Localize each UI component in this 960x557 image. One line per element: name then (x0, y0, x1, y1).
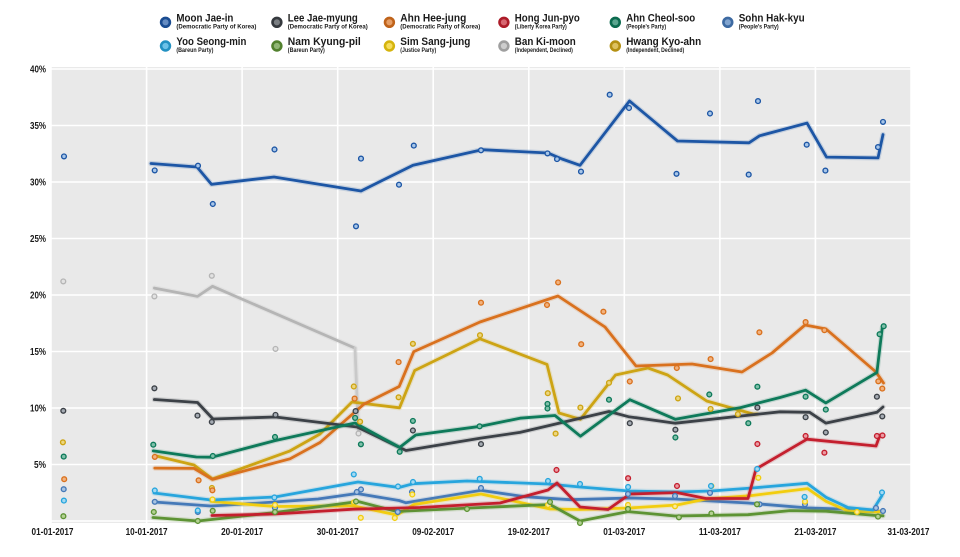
svg-text:15%: 15% (30, 347, 46, 358)
svg-text:35%: 35% (30, 121, 46, 132)
svg-text:31-03-2017: 31-03-2017 (888, 526, 930, 538)
svg-text:Moon Jae-in: Moon Jae-in (176, 13, 233, 25)
svg-text:19-02-2017: 19-02-2017 (508, 526, 550, 538)
svg-text:Yoo Seong-min: Yoo Seong-min (176, 36, 246, 48)
svg-text:(Democratic Party of Korea): (Democratic Party of Korea) (400, 24, 480, 31)
svg-text:(Bareun Party): (Bareun Party) (176, 47, 213, 54)
svg-text:Sohn Hak-kyu: Sohn Hak-kyu (739, 13, 805, 25)
svg-text:(Independent, Declined): (Independent, Declined) (515, 47, 573, 54)
svg-text:Ahn Hee-jung: Ahn Hee-jung (400, 13, 466, 25)
svg-text:10-01-2017: 10-01-2017 (126, 526, 168, 538)
svg-text:30-01-2017: 30-01-2017 (317, 526, 359, 538)
svg-text:Lee Jae-myung: Lee Jae-myung (288, 13, 358, 25)
svg-text:(People’s Party): (People’s Party) (626, 24, 666, 31)
svg-text:Nam Kyung-pil: Nam Kyung-pil (288, 36, 361, 48)
svg-text:(Liberty Korea Party): (Liberty Korea Party) (515, 24, 567, 31)
svg-text:01-03-2017: 01-03-2017 (603, 526, 645, 538)
svg-text:(People’s Party): (People’s Party) (739, 24, 779, 31)
svg-text:01-01-2017: 01-01-2017 (32, 526, 74, 538)
svg-text:(Democratic Party of Korea): (Democratic Party of Korea) (176, 24, 256, 31)
svg-text:Hong Jun-pyo: Hong Jun-pyo (515, 13, 580, 25)
svg-text:11-03-2017: 11-03-2017 (699, 526, 741, 538)
svg-text:Ban Ki-moon: Ban Ki-moon (515, 36, 576, 48)
svg-text:Hwang Kyo-ahn: Hwang Kyo-ahn (626, 36, 701, 48)
svg-text:(Democratic Party of Korea): (Democratic Party of Korea) (288, 24, 368, 31)
svg-text:5%: 5% (34, 460, 46, 471)
svg-text:09-02-2017: 09-02-2017 (412, 526, 454, 538)
svg-text:Ahn Cheol-soo: Ahn Cheol-soo (626, 13, 695, 25)
svg-text:30%: 30% (30, 178, 46, 189)
svg-text:20-01-2017: 20-01-2017 (221, 526, 263, 538)
svg-text:20%: 20% (30, 291, 46, 302)
svg-text:(Independent, Declined): (Independent, Declined) (626, 47, 684, 54)
svg-text:25%: 25% (30, 234, 46, 245)
svg-text:(Bareun Party): (Bareun Party) (288, 47, 325, 54)
svg-text:40%: 40% (30, 65, 46, 76)
svg-text:10%: 10% (30, 404, 46, 415)
svg-text:21-03-2017: 21-03-2017 (794, 526, 836, 538)
svg-text:Sim Sang-jung: Sim Sang-jung (400, 36, 470, 48)
svg-text:(Justice Party): (Justice Party) (400, 47, 436, 54)
